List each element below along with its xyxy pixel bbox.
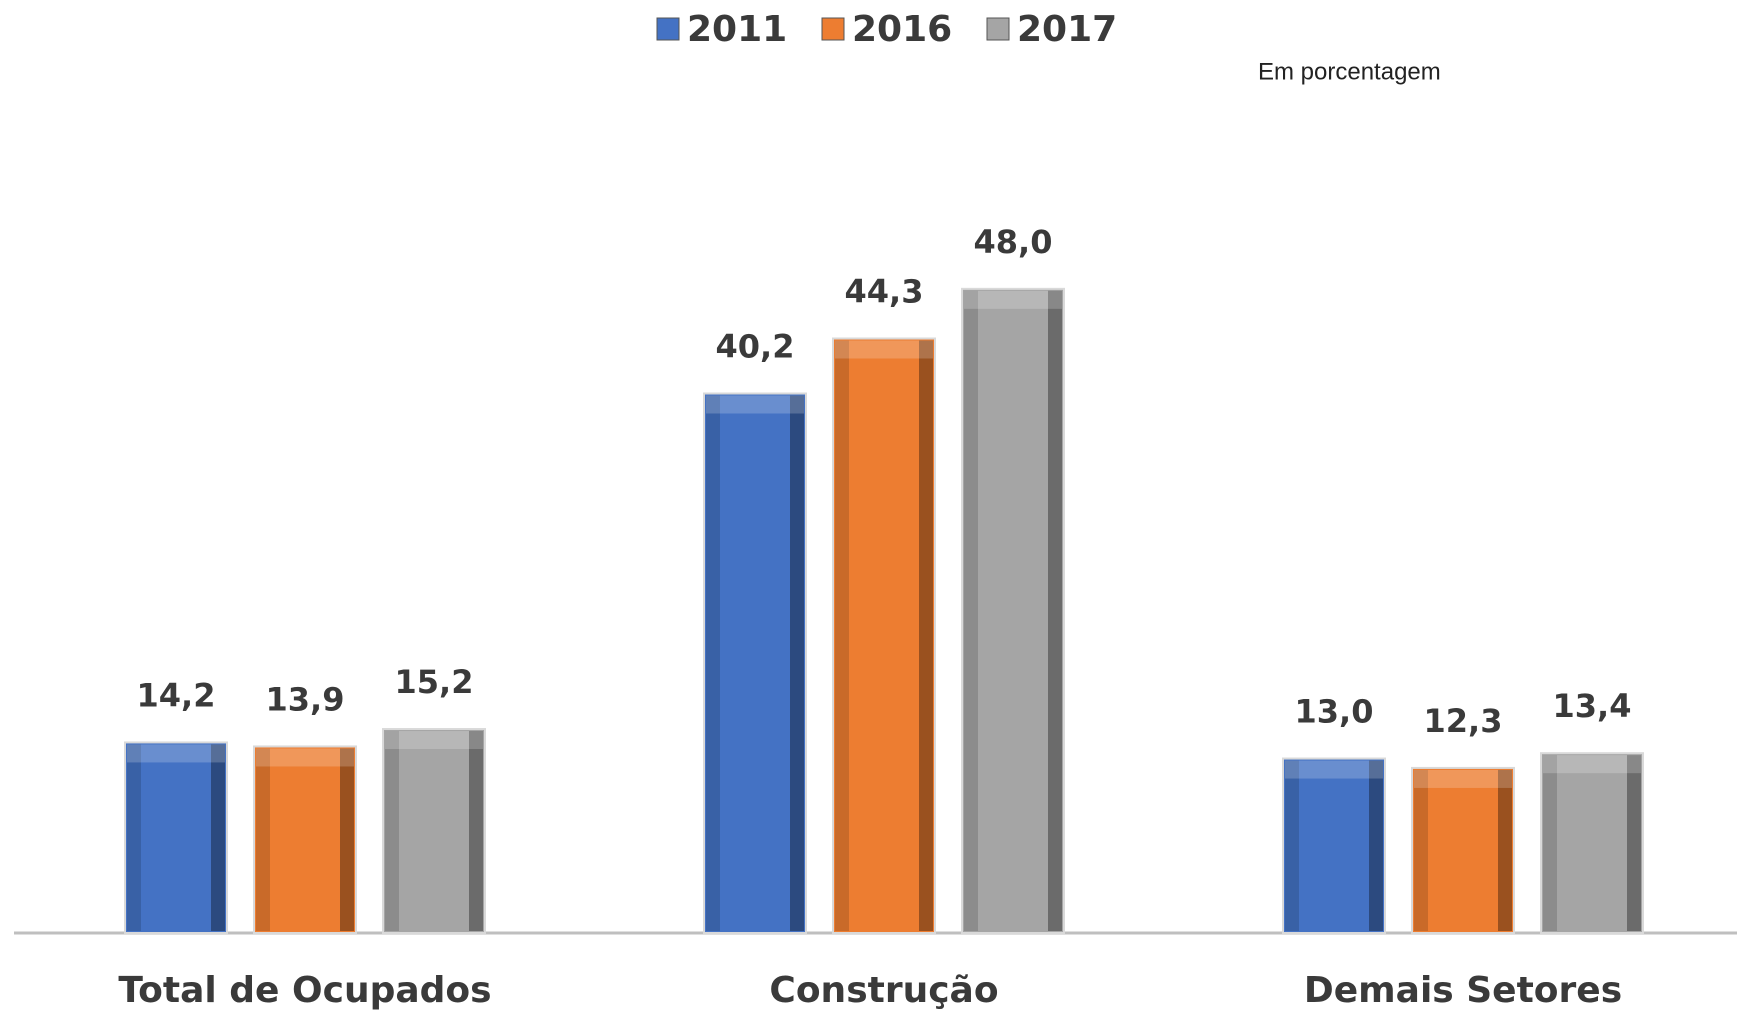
bar bbox=[1540, 752, 1644, 934]
bar-bevel bbox=[790, 395, 804, 931]
bar-bevel bbox=[340, 748, 354, 931]
bar-bevel bbox=[964, 290, 978, 932]
bar bbox=[703, 392, 807, 934]
bar-bevel bbox=[1414, 769, 1428, 931]
bar-bevel bbox=[1414, 769, 1512, 788]
legend-swatch bbox=[656, 17, 680, 41]
value-label: 12,3 bbox=[1424, 702, 1503, 740]
bar-bevel bbox=[211, 744, 225, 931]
legend-swatch bbox=[821, 17, 845, 41]
bar-bevel bbox=[1627, 755, 1641, 931]
legend-label: 2016 bbox=[852, 9, 952, 50]
value-label: 13,9 bbox=[266, 680, 345, 718]
value-label: 15,2 bbox=[395, 663, 474, 701]
value-label: 14,2 bbox=[137, 676, 216, 714]
value-label: 40,2 bbox=[716, 328, 795, 366]
bar-bevel bbox=[256, 748, 354, 767]
bar-bevel bbox=[385, 731, 399, 931]
legend-label: 2017 bbox=[1017, 9, 1117, 50]
bar-bevel bbox=[1369, 760, 1383, 931]
bar bbox=[253, 745, 357, 934]
bar-bevel bbox=[1285, 760, 1383, 779]
x-tick-label: Total de Ocupados bbox=[118, 970, 491, 1011]
value-label: 13,4 bbox=[1553, 687, 1632, 725]
value-label: 48,0 bbox=[974, 223, 1053, 261]
legend-label: 2011 bbox=[687, 9, 787, 50]
bar-bevel bbox=[1285, 760, 1299, 931]
bar-bevel bbox=[835, 340, 849, 931]
bar-bevel bbox=[127, 744, 141, 931]
x-tick-label: Demais Setores bbox=[1304, 970, 1622, 1011]
bar bbox=[382, 728, 486, 934]
bar-bevel bbox=[919, 340, 933, 931]
chart-subtitle: Em porcentagem bbox=[1258, 58, 1441, 85]
value-label: 44,3 bbox=[845, 272, 924, 310]
bar-bevel bbox=[469, 731, 483, 931]
bar-bevel bbox=[1048, 290, 1062, 932]
bar-bevel bbox=[706, 395, 804, 414]
bar bbox=[124, 741, 228, 934]
legend-swatch bbox=[986, 17, 1010, 41]
bar-bevel bbox=[1498, 769, 1512, 931]
bar-bevel bbox=[385, 731, 483, 750]
bar bbox=[961, 287, 1065, 934]
value-label: 13,0 bbox=[1295, 693, 1374, 731]
x-tick-label: Construção bbox=[769, 970, 998, 1011]
bar bbox=[1282, 757, 1386, 934]
bar bbox=[1411, 766, 1515, 935]
bar-bevel bbox=[964, 290, 1062, 309]
bar bbox=[832, 337, 936, 934]
bar-bevel bbox=[706, 395, 720, 931]
legend: 2011 2016 2017 bbox=[656, 9, 1117, 50]
bar-bevel bbox=[127, 744, 225, 763]
bar-bevel bbox=[1543, 755, 1557, 931]
bar-bevel bbox=[1543, 755, 1641, 774]
bar-bevel bbox=[256, 748, 270, 931]
bar-bevel bbox=[835, 340, 933, 359]
